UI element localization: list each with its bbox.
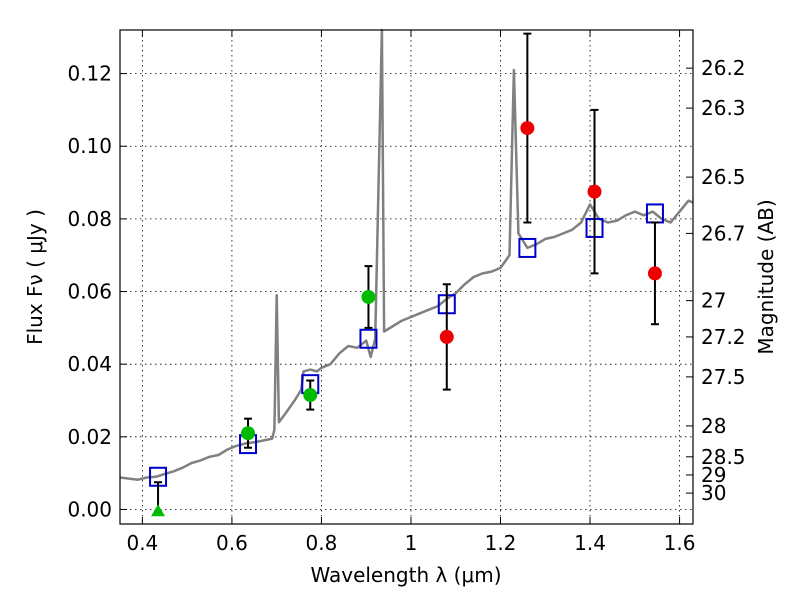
- spectrum-line: [119, 28, 694, 481]
- y2-tick-label: 29: [701, 463, 726, 487]
- y2-tick-label: 27.5: [701, 365, 746, 389]
- y-tick-label: 0.06: [67, 280, 112, 304]
- y2-tick-label: 28.5: [701, 445, 746, 469]
- y2-tick-label: 26.7: [701, 221, 746, 245]
- model-photometry-square: [518, 237, 537, 258]
- y-tick-label: 0.12: [67, 62, 112, 86]
- x-tick-label: 1.6: [664, 531, 696, 555]
- y2-tick-label: 26.2: [701, 56, 746, 80]
- photometry-point: [520, 121, 535, 136]
- y2-tick-label: 28: [701, 414, 726, 438]
- photometry-point: [303, 388, 318, 403]
- x-tick-label: 1.4: [574, 531, 606, 555]
- x-tick-label: 1: [405, 531, 418, 555]
- x-tick-label: 0.8: [306, 531, 338, 555]
- x-tick-label: 0.4: [126, 531, 158, 555]
- y2-tick-label: 26.5: [701, 165, 746, 189]
- upper-limit-triangle: [151, 504, 166, 517]
- axis-ticks: 0.4 0.6 0.8 1 1.2 1.4 1.6 0.00 0.02 0.04 0.06 0.08 0…: [67, 30, 746, 555]
- y2-tick-label: 26.3: [701, 96, 746, 120]
- spectrum-layer: [119, 28, 694, 481]
- y-tick-label: 0.04: [67, 352, 112, 376]
- model-photometry-square: [359, 328, 378, 349]
- y2-axis-label: Magnitude (AB): [754, 199, 778, 354]
- photometry-point: [241, 426, 256, 441]
- y2-tick-label: 27.2: [701, 325, 746, 349]
- y2-tick-label: 30: [701, 481, 726, 505]
- y-axis-label: Flux Fν ( μJy ): [23, 209, 47, 345]
- photometry-point: [587, 184, 602, 199]
- photometry-point: [647, 266, 662, 281]
- plot-frame: [119, 29, 694, 525]
- y-tick-label: 0.00: [67, 497, 112, 521]
- y-tick-label: 0.10: [67, 134, 112, 158]
- x-tick-label: 0.6: [216, 531, 248, 555]
- y-tick-label: 0.02: [67, 425, 112, 449]
- photometry-point: [439, 329, 454, 344]
- x-axis-label: Wavelength λ (μm): [310, 563, 501, 587]
- y-tick-label: 0.08: [67, 207, 112, 231]
- grid: [120, 30, 693, 524]
- photometry-point: [361, 289, 376, 304]
- y2-tick-label: 27: [701, 289, 726, 313]
- x-tick-label: 1.2: [485, 531, 517, 555]
- photometry-layer: [149, 32, 664, 517]
